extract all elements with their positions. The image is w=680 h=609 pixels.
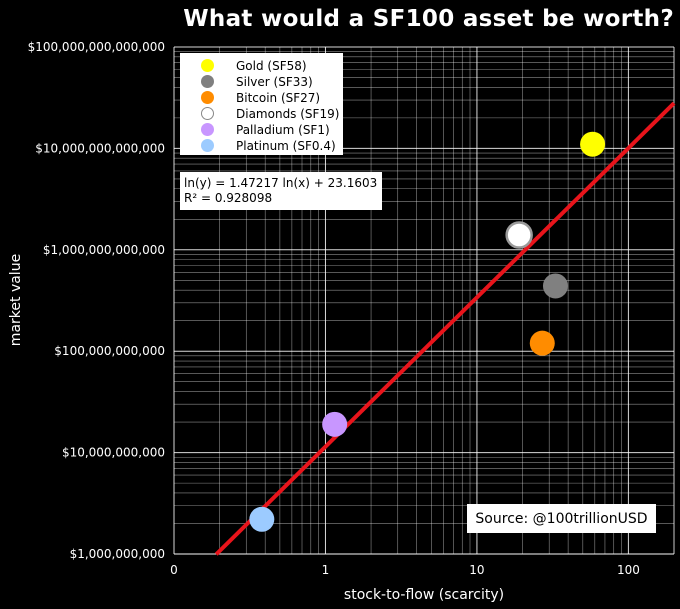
regression-equation: ln(y) = 1.47217 ln(x) + 23.1603 (184, 176, 378, 190)
y-tick-label: $1,000,000,000 (70, 547, 165, 561)
x-tick-label: 1 (322, 563, 330, 577)
legend-label-silver: Silver (SF33) (236, 74, 313, 89)
x-tick-label: 100 (617, 563, 640, 577)
legend-label-palladium: Palladium (SF1) (236, 122, 330, 137)
legend-marker-platinum (201, 139, 214, 152)
legend-item-palladium: Palladium (SF1) (180, 121, 330, 138)
legend-label-bitcoin: Bitcoin (SF27) (236, 90, 321, 105)
legend-item-bitcoin: Bitcoin (SF27) (180, 89, 320, 106)
y-tick-label: $100,000,000,000,000 (28, 40, 165, 54)
data-point-platinum (249, 506, 275, 532)
regression-line (214, 101, 676, 556)
tick-labels: 0 1 10 100 $1,000,000,000 $10,000,000,000 $100… (28, 40, 640, 577)
data-point-bitcoin (529, 330, 555, 356)
y-axis-label: market value (8, 254, 24, 346)
x-tick-label: 10 (469, 563, 484, 577)
x-tick-label: 0 (170, 563, 178, 577)
data-point-palladium (322, 411, 348, 437)
regression-equation-box: ln(y) = 1.47217 ln(x) + 23.1603 R² = 0.9… (180, 172, 382, 210)
y-tick-label: $10,000,000,000 (62, 446, 165, 460)
legend-item-silver: Silver (SF33) (180, 73, 313, 90)
data-point-gold (580, 131, 606, 157)
x-axis-label: stock-to-flow (scarcity) (344, 587, 504, 603)
y-tick-label: $1,000,000,000,000 (43, 243, 165, 257)
source-annotation: Source: @100trillionUSD (467, 504, 656, 533)
r-squared: R² = 0.928098 (184, 191, 273, 205)
legend-label-diamonds: Diamonds (SF19) (236, 106, 340, 121)
y-tick-label: $100,000,000,000 (54, 344, 165, 358)
legend-label-platinum: Platinum (SF0.4) (236, 138, 336, 153)
chart-title: What would a SF100 asset be worth? (183, 6, 674, 32)
data-point-silver (542, 273, 568, 299)
legend-item-diamonds: Diamonds (SF19) (180, 105, 339, 122)
legend-item-gold: Gold (SF58) (180, 57, 307, 74)
legend-label-gold: Gold (SF58) (236, 58, 307, 73)
y-tick-label: $10,000,000,000,000 (35, 141, 165, 155)
legend-marker-diamonds (201, 107, 214, 120)
legend-marker-bitcoin (201, 91, 214, 104)
data-points (249, 131, 606, 532)
fit-line-group (214, 101, 676, 556)
legend-marker-silver (201, 75, 214, 88)
legend-item-platinum: Platinum (SF0.4) (180, 137, 336, 154)
source-text: Source: @100trillionUSD (475, 510, 648, 527)
legend-marker-gold (201, 59, 214, 72)
legend: Gold (SF58) Silver (SF33) Bitcoin (SF27)… (180, 53, 343, 155)
legend-marker-palladium (201, 123, 214, 136)
data-point-diamonds (505, 221, 533, 249)
